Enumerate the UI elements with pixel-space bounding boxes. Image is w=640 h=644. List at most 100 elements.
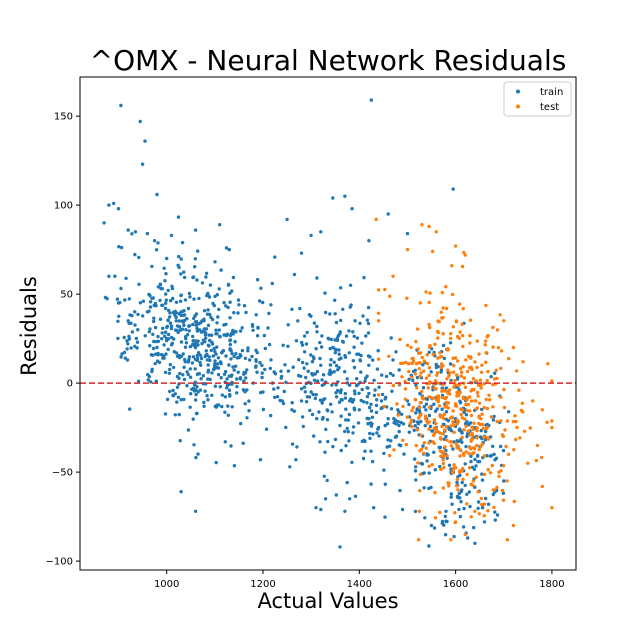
data-point (235, 391, 239, 395)
data-point (427, 224, 431, 229)
data-point (443, 405, 447, 409)
data-point (171, 296, 175, 301)
data-point (427, 464, 431, 468)
data-point (116, 336, 120, 341)
data-point (416, 461, 420, 465)
data-point (424, 402, 429, 406)
data-point (389, 336, 393, 340)
data-point (329, 337, 333, 342)
data-point (345, 377, 349, 381)
data-point (226, 404, 230, 408)
data-point (165, 256, 169, 261)
data-point (489, 415, 494, 419)
data-point (455, 373, 459, 377)
data-point (383, 515, 387, 519)
data-point (442, 356, 447, 361)
data-point (492, 414, 496, 419)
data-point (292, 409, 296, 413)
data-point (202, 404, 206, 408)
data-point (441, 458, 445, 462)
data-point (495, 419, 499, 424)
data-point (410, 375, 414, 380)
data-point (133, 310, 137, 314)
data-point (476, 506, 480, 510)
data-point (122, 335, 126, 340)
data-point (122, 350, 127, 355)
data-point (411, 369, 416, 374)
data-point (450, 502, 454, 506)
data-point (365, 318, 370, 322)
data-point (246, 346, 250, 350)
data-point (321, 373, 326, 377)
data-point (550, 419, 554, 423)
data-point (420, 355, 424, 360)
data-point (444, 410, 449, 414)
data-point (403, 379, 407, 384)
data-point (337, 348, 341, 352)
data-point (383, 287, 387, 292)
data-point (475, 443, 479, 448)
data-point (133, 252, 137, 257)
data-point (436, 397, 440, 402)
data-point (428, 395, 432, 399)
data-point (160, 331, 164, 335)
data-point (432, 441, 436, 445)
data-point (486, 509, 490, 513)
data-point (388, 453, 392, 458)
data-point (475, 390, 480, 395)
data-point (347, 351, 351, 355)
data-point (460, 322, 464, 326)
data-point (391, 373, 395, 377)
data-point (187, 355, 192, 359)
data-point (338, 423, 342, 428)
data-point (267, 311, 271, 316)
data-point (434, 426, 438, 431)
data-point (148, 344, 152, 348)
data-point (188, 405, 192, 409)
data-point (236, 370, 240, 374)
data-point (151, 296, 155, 300)
data-point (151, 346, 156, 351)
data-point (512, 448, 516, 452)
data-point (193, 509, 198, 513)
data-point (146, 378, 150, 382)
data-point (405, 247, 410, 252)
data-point (373, 388, 377, 392)
data-point (495, 488, 499, 493)
data-point (325, 408, 329, 412)
data-point (255, 334, 260, 338)
data-point (386, 438, 390, 442)
data-point (186, 372, 190, 377)
data-point (337, 400, 342, 404)
data-point (213, 362, 217, 366)
data-point (330, 370, 334, 375)
data-point (427, 544, 431, 548)
data-point (315, 379, 320, 383)
data-point (255, 278, 260, 282)
data-point (518, 436, 522, 440)
data-point (461, 333, 465, 338)
data-point (391, 274, 395, 278)
data-point (206, 308, 210, 312)
data-point (351, 431, 355, 435)
data-point (462, 376, 467, 380)
data-point (338, 545, 342, 549)
data-point (487, 393, 491, 397)
data-point (501, 448, 506, 453)
data-point (409, 418, 414, 422)
data-point (243, 402, 247, 406)
data-point (484, 351, 488, 355)
data-point (236, 298, 241, 302)
data-point (436, 364, 440, 369)
data-point (466, 429, 470, 433)
data-point (465, 492, 469, 496)
data-point (439, 354, 444, 359)
data-point (366, 354, 371, 358)
data-point (259, 390, 263, 395)
data-point (214, 460, 218, 465)
data-point (352, 345, 356, 349)
x-tick-label: 1400 (347, 579, 372, 590)
data-point (179, 398, 183, 402)
data-point (394, 350, 398, 354)
data-point (411, 378, 415, 383)
